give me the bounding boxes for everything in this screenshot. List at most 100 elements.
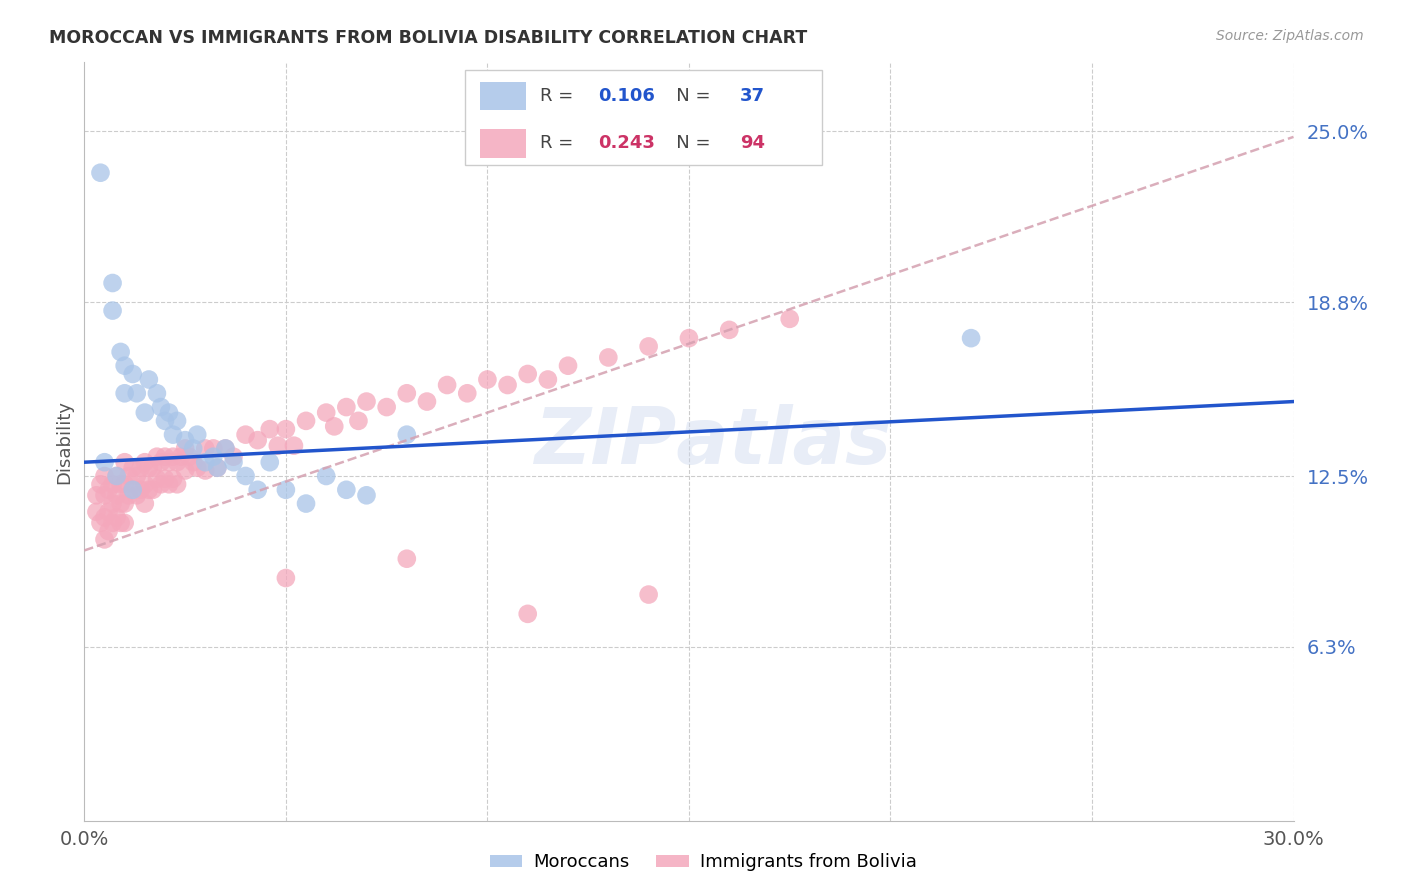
Point bbox=[114, 455, 136, 469]
Text: ZIP​atlas: ZIP​atlas bbox=[534, 403, 891, 480]
Point bbox=[259, 455, 281, 469]
Point bbox=[335, 483, 357, 497]
Point bbox=[157, 406, 180, 420]
Point bbox=[93, 455, 115, 469]
Point bbox=[89, 166, 111, 180]
Point bbox=[105, 469, 128, 483]
Point bbox=[222, 450, 245, 464]
Point bbox=[274, 422, 297, 436]
Point bbox=[202, 450, 225, 464]
Text: MOROCCAN VS IMMIGRANTS FROM BOLIVIA DISABILITY CORRELATION CHART: MOROCCAN VS IMMIGRANTS FROM BOLIVIA DISA… bbox=[49, 29, 807, 46]
Legend: Moroccans, Immigrants from Bolivia: Moroccans, Immigrants from Bolivia bbox=[482, 847, 924, 879]
Point bbox=[93, 510, 115, 524]
Point bbox=[274, 571, 297, 585]
Point bbox=[181, 442, 204, 456]
Point bbox=[134, 455, 156, 469]
Point bbox=[86, 488, 108, 502]
Point bbox=[718, 323, 741, 337]
Point bbox=[186, 460, 208, 475]
Point bbox=[246, 483, 269, 497]
Point bbox=[598, 351, 620, 365]
Point bbox=[194, 442, 217, 456]
Point bbox=[134, 497, 156, 511]
Point bbox=[105, 510, 128, 524]
Point bbox=[207, 460, 229, 475]
Point bbox=[125, 469, 148, 483]
Point bbox=[146, 450, 169, 464]
Point bbox=[101, 276, 124, 290]
Point bbox=[347, 414, 370, 428]
Point bbox=[516, 367, 538, 381]
Point bbox=[105, 488, 128, 502]
Point bbox=[101, 497, 124, 511]
Point bbox=[118, 488, 141, 502]
Point bbox=[222, 455, 245, 469]
Point bbox=[315, 406, 337, 420]
Point bbox=[246, 433, 269, 447]
Point bbox=[395, 551, 418, 566]
Point bbox=[105, 469, 128, 483]
Point bbox=[283, 439, 305, 453]
Point bbox=[960, 331, 983, 345]
Point bbox=[335, 400, 357, 414]
Point bbox=[93, 488, 115, 502]
Point bbox=[637, 588, 659, 602]
FancyBboxPatch shape bbox=[479, 129, 526, 158]
Point bbox=[157, 455, 180, 469]
Text: Source: ZipAtlas.com: Source: ZipAtlas.com bbox=[1216, 29, 1364, 43]
Point bbox=[110, 497, 132, 511]
Point bbox=[101, 477, 124, 491]
Point bbox=[477, 372, 499, 386]
Point bbox=[295, 414, 318, 428]
Point bbox=[93, 533, 115, 547]
Point bbox=[153, 414, 176, 428]
Point bbox=[153, 472, 176, 486]
Point bbox=[114, 359, 136, 373]
Point bbox=[174, 442, 197, 456]
Point bbox=[395, 427, 418, 442]
Point bbox=[93, 469, 115, 483]
Point bbox=[129, 483, 152, 497]
Point bbox=[166, 477, 188, 491]
Text: N =: N = bbox=[659, 87, 716, 105]
Point bbox=[146, 472, 169, 486]
Point bbox=[267, 439, 290, 453]
Point bbox=[101, 516, 124, 530]
Point bbox=[356, 488, 378, 502]
Point bbox=[214, 442, 236, 456]
Point bbox=[114, 386, 136, 401]
Point bbox=[89, 477, 111, 491]
Point bbox=[138, 372, 160, 386]
Point bbox=[194, 455, 217, 469]
Point bbox=[375, 400, 398, 414]
Point bbox=[416, 394, 439, 409]
Point bbox=[114, 497, 136, 511]
Point bbox=[114, 477, 136, 491]
Point bbox=[295, 497, 318, 511]
Point bbox=[557, 359, 579, 373]
Text: R =: R = bbox=[540, 87, 579, 105]
Point bbox=[114, 516, 136, 530]
Point bbox=[142, 483, 165, 497]
Point bbox=[235, 427, 257, 442]
Point bbox=[678, 331, 700, 345]
Point bbox=[166, 455, 188, 469]
Point bbox=[110, 516, 132, 530]
FancyBboxPatch shape bbox=[479, 82, 526, 111]
Point bbox=[149, 400, 172, 414]
Point bbox=[174, 463, 197, 477]
Point bbox=[97, 505, 120, 519]
Point bbox=[235, 469, 257, 483]
Point bbox=[162, 472, 184, 486]
Point bbox=[138, 460, 160, 475]
Point bbox=[456, 386, 478, 401]
Point bbox=[315, 469, 337, 483]
Point bbox=[121, 367, 143, 381]
Text: 0.106: 0.106 bbox=[599, 87, 655, 105]
Point bbox=[207, 460, 229, 475]
FancyBboxPatch shape bbox=[465, 70, 823, 165]
Point bbox=[179, 450, 201, 464]
Point bbox=[142, 460, 165, 475]
Point bbox=[323, 419, 346, 434]
Point bbox=[186, 427, 208, 442]
